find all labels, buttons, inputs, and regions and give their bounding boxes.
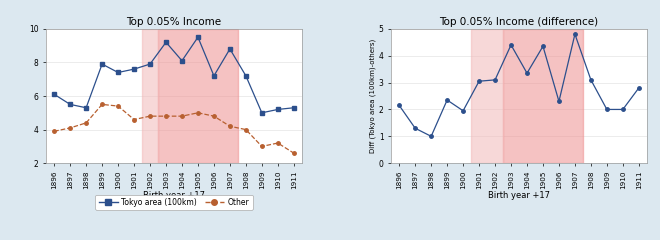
X-axis label: Birth year +17: Birth year +17 xyxy=(488,191,550,200)
X-axis label: Birth year +17: Birth year +17 xyxy=(143,191,205,200)
Legend: Tokyo area (100km), Other: Tokyo area (100km), Other xyxy=(96,195,253,210)
Y-axis label: Diff (Tokyo area (100km)-others): Diff (Tokyo area (100km)-others) xyxy=(370,39,376,153)
Bar xyxy=(142,29,158,163)
Bar xyxy=(471,29,503,163)
Bar xyxy=(158,29,238,163)
Title: Top 0.05% Income (difference): Top 0.05% Income (difference) xyxy=(440,17,599,27)
Title: Top 0.05% Income: Top 0.05% Income xyxy=(127,17,222,27)
Bar xyxy=(503,29,583,163)
